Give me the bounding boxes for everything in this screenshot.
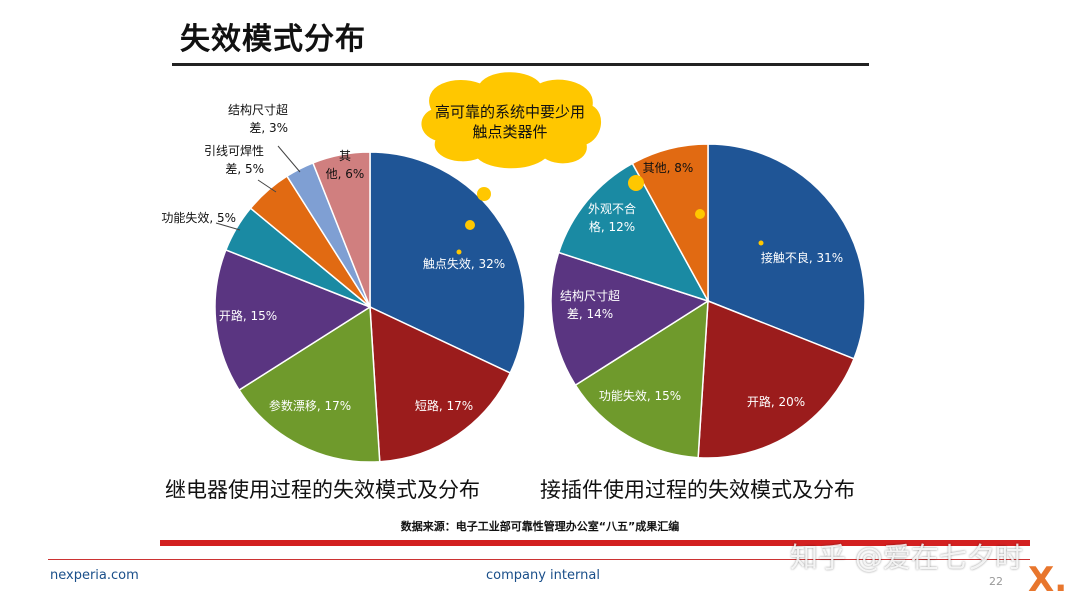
connector-chart-caption: 接插件使用过程的失效模式及分布 [540,478,855,502]
data-source-note: 数据来源：电子工业部可靠性管理办公室“八五”成果汇编 [400,520,680,533]
pie-slice [574,299,709,459]
slice-label: 功能失效, 5% [161,210,236,225]
cloud-dot [628,175,644,191]
pie-slice [369,151,526,374]
pie-slice [707,143,866,360]
slice-label: 差, 3% [249,121,288,135]
slice-label: 其他, 8% [643,161,694,175]
nexperia-logo: X. [1028,560,1068,600]
slice-label: 参数漂移, 17% [269,398,351,413]
label-leader-line [277,145,301,173]
callout-line-1: 高可靠的系统中要少用 [435,103,585,121]
slice-label: 接触不良, 31% [761,250,843,265]
slice-label: 外观不合 [588,201,636,216]
pie-slice [214,248,372,392]
callout-bubble: 高可靠的系统中要少用 触点类器件 [421,72,764,255]
title-underline [172,63,869,66]
pie-slice [697,299,855,459]
slice-label: 结构尺寸超 [228,102,288,117]
label-leader-line [257,179,277,193]
cloud-dot [456,249,462,255]
relay-pie-chart: 触点失效, 32% 短路, 17% 参数漂移, 17% 开路, 15% 功能失效, 5%… [161,102,526,463]
slice-label: 开路, 15% [219,308,277,323]
pie-slice [311,151,371,308]
cloud-dot [477,187,491,201]
pie-slice [631,143,709,302]
slide-title: 失效模式分布 [180,22,366,57]
slice-label: 差, 14% [567,307,613,321]
page-number: 22 [989,575,1003,588]
slice-label: 引线可焊性 [204,143,264,158]
slice-label: 短路, 17% [415,398,473,413]
cloud-dot [465,220,475,230]
footer-classification: company internal [486,568,600,583]
slice-label: 他, 6% [326,167,365,181]
pie-slice [369,305,512,463]
cloud-dot [695,209,705,219]
red-divider-bar [160,540,1030,546]
footer-rule [48,559,1030,560]
cloud-dot [758,240,764,246]
pie-slice [550,251,710,387]
slice-label: 差, 5% [225,162,264,176]
slice-label: 功能失效, 15% [599,388,681,403]
relay-chart-caption: 继电器使用过程的失效模式及分布 [165,478,480,502]
slice-label: 格, 12% [589,219,635,234]
watermark: 知乎 @爱在七夕时 [790,541,1023,574]
label-leader-line [215,222,241,231]
slice-label: 其 [339,149,351,163]
footer-website: nexperia.com [50,568,139,583]
callout-line-2: 触点类器件 [472,123,547,141]
slice-label: 结构尺寸超 [560,288,620,303]
slice-label: 触点失效, 32% [423,256,505,271]
pie-slice [238,305,381,463]
pie-slice [557,162,710,303]
cloud-shape [421,72,601,169]
slice-label: 开路, 20% [747,394,805,409]
